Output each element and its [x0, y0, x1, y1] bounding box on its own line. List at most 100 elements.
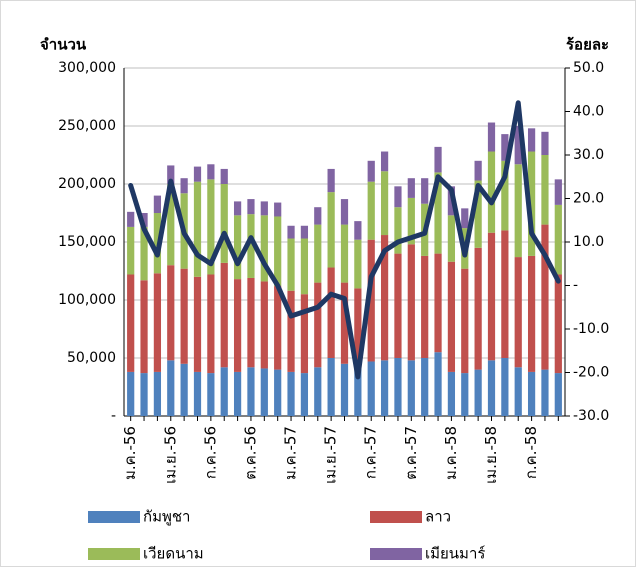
bar-segment — [327, 168, 335, 193]
bar-segment — [207, 274, 215, 374]
bar-segment — [127, 226, 135, 275]
bar-segment — [474, 369, 482, 416]
bar-segment — [207, 373, 215, 416]
bar-segment — [554, 179, 562, 205]
x-tick-label: ต.ค.-56 — [241, 426, 259, 480]
bar-segment — [247, 199, 255, 215]
y2-tick-label: - — [573, 278, 578, 294]
bar-segment — [327, 192, 335, 268]
x-tick-label: ม.ค.-57 — [282, 426, 300, 480]
x-tick-label: ม.ค.-56 — [121, 426, 139, 480]
bar-segment — [527, 371, 536, 416]
bar-segment — [260, 281, 268, 369]
bar-segment — [487, 151, 496, 233]
bar-segment — [180, 178, 188, 194]
bar-segment — [421, 255, 429, 358]
bar-segment — [233, 371, 242, 416]
bar-segment — [487, 122, 496, 152]
legend-label: ลาว — [425, 508, 451, 526]
y-tick-label: 100,000 — [58, 292, 116, 308]
legend-swatch — [88, 548, 140, 560]
y2-tick-label: 40.0 — [573, 104, 604, 120]
bar-segment — [140, 373, 148, 416]
bar-segment — [354, 288, 362, 368]
y-tick-label: 300,000 — [58, 60, 116, 76]
bar-segment — [461, 373, 469, 416]
bar-segment — [314, 224, 322, 283]
bar-segment — [300, 225, 309, 239]
bar-segment — [407, 244, 415, 361]
bar-segment — [274, 369, 282, 416]
bar-segment — [340, 363, 349, 416]
bar-segment — [554, 274, 562, 374]
y-tick-label: 250,000 — [58, 118, 116, 134]
bar-segment — [207, 164, 215, 180]
x-tick-label: ก.ค.-57 — [362, 426, 380, 479]
bar-segment — [407, 178, 415, 198]
bar-segment — [327, 358, 335, 416]
y-tick-label: 200,000 — [58, 176, 116, 192]
bar-segment — [394, 207, 402, 254]
bar-segment — [421, 358, 429, 416]
line — [128, 100, 561, 380]
bar-segment — [220, 168, 228, 184]
y-tick-label: 150,000 — [58, 234, 116, 250]
bar-segment — [554, 204, 562, 275]
bar-segment — [367, 181, 375, 240]
bar-segment — [501, 134, 509, 161]
legend-label: เมียนมาร์ — [425, 545, 485, 563]
bar-segment — [394, 358, 402, 416]
x-tick-label: ก.ค.-56 — [201, 426, 219, 479]
legend-label: กัมพูชา — [143, 508, 190, 526]
bar-segment — [407, 197, 415, 245]
bar-segment — [367, 361, 375, 416]
bar-segment — [140, 280, 148, 374]
bar-segment — [380, 235, 389, 361]
bar-segment — [380, 171, 389, 236]
bar-segment — [167, 184, 175, 266]
bar-segment — [327, 267, 335, 358]
bar-segment — [153, 195, 162, 213]
bar-segment — [287, 225, 295, 239]
legend-swatch — [88, 511, 140, 523]
bar-segment — [153, 273, 162, 372]
y-tick-label: - — [111, 408, 116, 424]
bar-segment — [274, 216, 282, 287]
bar-segment — [514, 367, 522, 416]
bar-segment — [287, 238, 295, 291]
bar-segment — [193, 166, 202, 182]
bar-segment — [220, 262, 228, 368]
y-axis-label: จำนวน — [40, 36, 87, 54]
bar-segment — [447, 371, 456, 416]
bar-segment — [127, 274, 135, 372]
bar-segment — [340, 282, 349, 364]
bar-segment — [193, 181, 202, 277]
bar-segment — [434, 146, 442, 173]
x-tick-label: ต.ค.-57 — [402, 426, 420, 480]
bar-segment — [541, 131, 549, 155]
y2-tick-label: -20.0 — [573, 365, 609, 381]
x-tick-label: เม.ย.-56 — [161, 426, 179, 484]
bar-segment — [233, 279, 242, 372]
bar-segment — [233, 215, 242, 280]
bar-segment — [380, 151, 389, 172]
bar-segment — [501, 160, 509, 231]
bar-segment — [514, 164, 522, 258]
bar-segment — [167, 165, 175, 184]
bar-segment — [287, 290, 295, 372]
bar-segment — [421, 178, 429, 204]
bar-segment — [380, 360, 389, 416]
bar-segment — [167, 265, 175, 361]
legend-label: เวียดนาม — [143, 545, 204, 563]
bar-segment — [354, 221, 362, 240]
bar-segment — [501, 358, 509, 416]
bar-segment — [461, 208, 469, 229]
bar-segment — [260, 215, 268, 282]
bar-segment — [153, 371, 162, 416]
bar-segment — [300, 294, 309, 374]
bar-segment — [140, 226, 148, 281]
bar-segment — [487, 232, 496, 361]
bar-segment — [287, 371, 295, 416]
bar-segment — [501, 230, 509, 358]
